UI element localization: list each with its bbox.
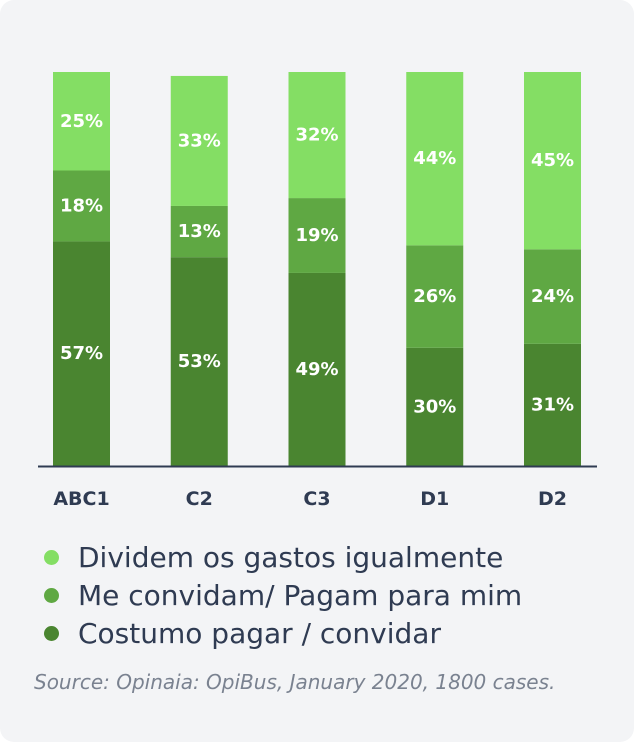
data-label-D2-1: 24% (531, 286, 574, 307)
data-label-ABC1-2: 25% (60, 111, 103, 132)
legend-item-me-convidam: Me convidam/ Pagam para mim (44, 576, 522, 614)
data-label-C2-1: 13% (178, 221, 221, 242)
data-label-C3-2: 32% (295, 125, 338, 146)
data-label-C2-0: 53% (178, 351, 221, 372)
x-tick-label-C3: C3 (303, 488, 330, 510)
bar-segment-D2-1 (524, 249, 581, 344)
legend-swatch-mid-green (44, 587, 59, 603)
bar-segment-C3-1 (288, 198, 346, 273)
bar-segment-C2-1 (170, 205, 228, 258)
bar-segment-C2-0 (170, 257, 228, 466)
bar-segment-D1-1 (406, 245, 464, 348)
source-note: Source: Opinaia: OpiBus, January 2020, 1… (34, 670, 556, 694)
bar-segment-D1-2 (406, 72, 464, 246)
bar-segment-C3-0 (288, 272, 346, 466)
data-label-ABC1-1: 18% (60, 195, 103, 216)
stacked-bar-chart: 57% 18% 25% ABC1 53% 13% 33% C2 49% 19% 32% C3 30% 26… (38, 72, 597, 510)
legend-label: Costumo pagar / convidar (78, 616, 441, 650)
data-label-D1-1: 26% (413, 286, 456, 307)
legend-swatch-light-green (44, 549, 59, 565)
legend-label: Me convidam/ Pagam para mim (78, 578, 523, 612)
x-tick-label-ABC1: ABC1 (53, 488, 109, 510)
data-label-D2-2: 45% (531, 150, 574, 171)
legend: Dividem os gastos igualmente Me convidam… (44, 538, 522, 652)
data-label-D1-0: 30% (413, 396, 456, 417)
legend-label: Dividem os gastos igualmente (78, 540, 504, 574)
data-label-C3-1: 19% (295, 225, 338, 246)
x-tick-label-D2: D2 (538, 488, 567, 510)
data-label-D1-2: 44% (413, 148, 456, 169)
bar-segment-D2-0 (524, 343, 581, 466)
bar-segment-ABC1-2 (53, 72, 110, 171)
data-label-D2-0: 31% (531, 394, 574, 415)
data-label-C3-0: 49% (295, 359, 338, 380)
legend-swatch-dark-green (44, 625, 59, 641)
bar-segment-ABC1-0 (53, 241, 110, 466)
x-tick-label-D1: D1 (420, 488, 449, 510)
legend-item-dividem: Dividem os gastos igualmente (44, 538, 522, 576)
x-tick-label-C2: C2 (186, 488, 213, 510)
data-label-C2-2: 33% (178, 130, 221, 151)
bar-segment-ABC1-1 (53, 170, 110, 242)
legend-item-costumo-pagar: Costumo pagar / convidar (44, 614, 522, 652)
bar-segment-D2-2 (524, 72, 581, 250)
bar-segment-C2-2 (170, 75, 228, 206)
bar-segment-C3-2 (288, 72, 346, 199)
bar-segment-D1-0 (406, 347, 464, 466)
data-label-ABC1-0: 57% (60, 343, 103, 364)
